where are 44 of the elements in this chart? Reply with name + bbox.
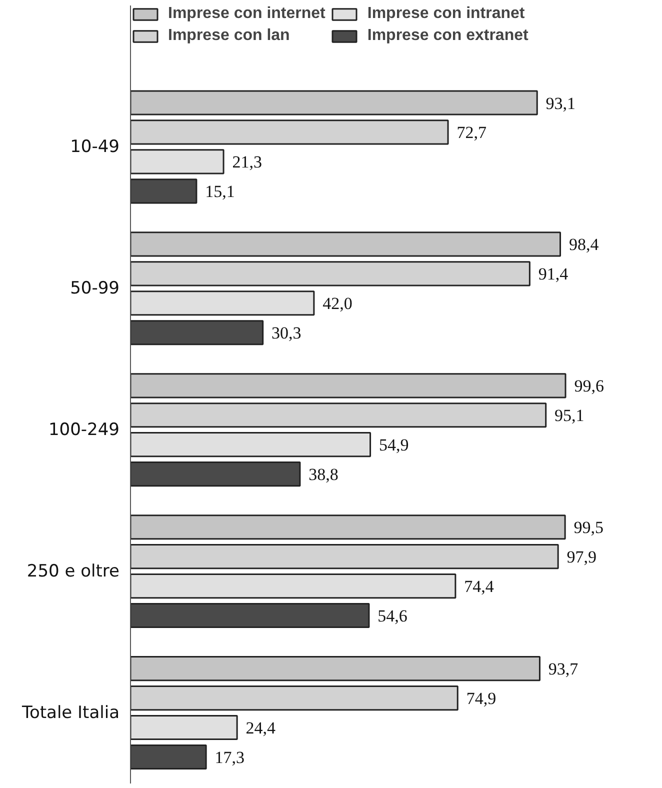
data-label: 99,5 bbox=[574, 518, 604, 538]
bar bbox=[130, 402, 547, 428]
data-label: 24,4 bbox=[246, 718, 276, 738]
y-tick-label: 10-49 bbox=[70, 136, 120, 157]
bar bbox=[130, 686, 458, 711]
data-label: 95,1 bbox=[554, 406, 584, 426]
bar bbox=[130, 90, 538, 116]
y-tick-label: Totale Italia bbox=[20, 702, 120, 723]
bar bbox=[130, 120, 449, 145]
data-label: 17,3 bbox=[214, 748, 245, 767]
bar bbox=[130, 232, 562, 257]
legend-label: Imprese con extranet bbox=[367, 27, 528, 45]
bar bbox=[130, 514, 566, 540]
data-label: 91,4 bbox=[538, 264, 569, 284]
legend-label: Imprese con lan bbox=[168, 27, 290, 45]
y-tick-label: 100-249 bbox=[48, 420, 120, 440]
y-tick-label: 250 e oltre bbox=[26, 561, 120, 582]
data-label: 93,1 bbox=[546, 94, 576, 113]
data-label: 54,9 bbox=[378, 436, 409, 455]
data-label: 98,4 bbox=[568, 235, 600, 254]
bar bbox=[130, 656, 540, 682]
bar bbox=[130, 544, 559, 570]
data-label: 42,0 bbox=[322, 294, 352, 314]
y-tick-label: 50-99 bbox=[70, 278, 120, 298]
data-label: 15,1 bbox=[205, 182, 235, 202]
data-label: 99,6 bbox=[574, 376, 604, 396]
data-label: 74,9 bbox=[466, 689, 496, 708]
data-label: 38,8 bbox=[308, 465, 338, 484]
bar bbox=[130, 574, 456, 599]
data-label: 54,6 bbox=[378, 606, 408, 626]
bar bbox=[130, 432, 372, 458]
bar bbox=[130, 714, 238, 740]
data-label: 74,4 bbox=[464, 577, 494, 596]
data-label: 97,9 bbox=[566, 548, 597, 567]
bar bbox=[130, 290, 315, 316]
legend-label: Imprese con intranet bbox=[367, 5, 525, 23]
data-label: 30,3 bbox=[272, 324, 302, 343]
data-label: 21,3 bbox=[232, 152, 262, 172]
data-label: 72,7 bbox=[456, 123, 487, 142]
data-label: 93,7 bbox=[548, 660, 579, 679]
bar bbox=[130, 149, 224, 174]
bar bbox=[130, 373, 566, 398]
legend-label: Imprese con internet bbox=[168, 5, 326, 23]
bar bbox=[130, 261, 530, 286]
